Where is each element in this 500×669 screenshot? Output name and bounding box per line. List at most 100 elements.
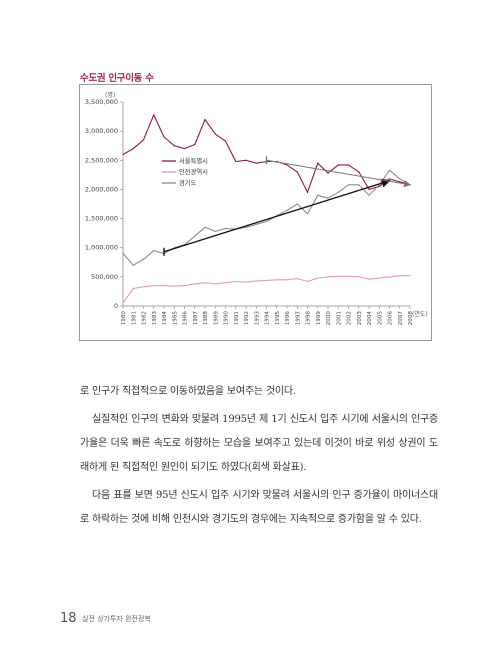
data-point xyxy=(265,220,268,223)
y-tick-label: 2,500,000 xyxy=(85,156,118,164)
data-point xyxy=(358,184,360,186)
data-point xyxy=(388,276,391,278)
data-point xyxy=(194,283,196,285)
data-point xyxy=(399,181,401,183)
data-point xyxy=(122,153,124,156)
data-point xyxy=(245,159,247,161)
data-point xyxy=(153,114,155,116)
trend-arrow xyxy=(266,159,411,188)
data-point xyxy=(194,235,196,237)
data-point xyxy=(378,277,380,279)
data-point xyxy=(368,194,370,196)
x-tick-label: 1992 xyxy=(244,311,250,325)
page-number: 18 xyxy=(60,611,77,626)
data-point xyxy=(399,178,401,180)
data-point xyxy=(183,148,186,150)
x-tick-label: 1980 xyxy=(121,311,127,326)
data-point xyxy=(245,281,247,283)
body-text: 로 인구가 직접적으로 이동하였음을 보여주는 것이다. 실질적인 인구의 변화… xyxy=(80,380,438,532)
y-tick-label: 1,000,000 xyxy=(85,244,118,252)
data-point xyxy=(142,258,145,260)
y-tick-label: 1,500,000 xyxy=(85,215,118,223)
data-point xyxy=(224,282,227,284)
data-point xyxy=(214,230,216,232)
data-point xyxy=(265,279,268,281)
x-tick-label: 1996 xyxy=(285,311,291,326)
data-point xyxy=(286,279,288,281)
data-point xyxy=(132,264,134,266)
trend-arrow xyxy=(163,178,391,253)
data-point xyxy=(163,136,165,138)
data-point xyxy=(153,250,155,252)
data-point xyxy=(204,282,206,284)
x-tick-label: 2000 xyxy=(326,311,332,326)
data-point xyxy=(409,275,411,277)
x-tick-label: 1989 xyxy=(213,311,219,326)
data-point xyxy=(337,275,339,277)
data-point xyxy=(142,139,145,141)
data-point xyxy=(368,188,370,191)
x-tick-label: 1983 xyxy=(152,311,158,326)
y-axis-unit: (명) xyxy=(105,91,115,99)
data-point xyxy=(306,280,309,283)
y-tick-label: 500,000 xyxy=(91,273,118,281)
data-point xyxy=(235,280,237,283)
data-point xyxy=(255,223,257,225)
data-point xyxy=(245,226,247,228)
x-tick-label: 1988 xyxy=(203,311,209,326)
y-tick-label: 2,000,000 xyxy=(85,185,118,193)
x-tick-label: 2001 xyxy=(336,311,342,326)
data-point xyxy=(358,276,360,278)
y-tick-label: 0 xyxy=(114,302,118,310)
y-tick-label: 3,500,000 xyxy=(85,98,118,106)
x-tick-label: 1999 xyxy=(316,311,322,326)
x-tick-label: 1982 xyxy=(142,311,148,325)
paragraph-1: 로 인구가 직접적으로 이동하였음을 보여주는 것이다. xyxy=(80,386,296,397)
data-point xyxy=(122,252,124,255)
data-point xyxy=(327,172,329,174)
x-tick-label: 1994 xyxy=(265,311,271,326)
data-point xyxy=(286,164,288,166)
legend-label: 서울특별시 xyxy=(179,156,208,165)
x-tick-label: 1990 xyxy=(224,311,230,326)
data-point xyxy=(276,279,278,281)
paragraph-3: 다음 표를 보면 95년 신도시 입주 시기와 맞물려 서울시의 인구 증가율이… xyxy=(80,490,438,525)
legend-label: 경기도 xyxy=(179,178,197,187)
data-point xyxy=(173,145,175,147)
data-point xyxy=(214,283,216,285)
data-point xyxy=(347,275,350,277)
x-tick-label: 1998 xyxy=(306,311,312,326)
x-tick-label: 1987 xyxy=(193,311,199,326)
data-point xyxy=(306,191,309,193)
data-point xyxy=(224,227,227,230)
data-point xyxy=(214,133,216,135)
data-point xyxy=(399,275,401,277)
data-point xyxy=(255,162,257,164)
data-point xyxy=(337,164,339,166)
x-tick-label: 1986 xyxy=(183,311,189,326)
data-point xyxy=(327,197,329,199)
data-point xyxy=(347,164,350,166)
legend-label: 인천광역시 xyxy=(179,167,208,176)
series-line xyxy=(122,114,411,193)
data-point xyxy=(224,140,227,142)
data-point xyxy=(194,143,196,146)
data-point xyxy=(296,278,298,280)
book-title: 실전 상가투자 완전정복 xyxy=(82,615,151,623)
data-point xyxy=(296,203,298,205)
x-tick-label: 2004 xyxy=(367,311,373,326)
data-point xyxy=(378,185,380,188)
x-tick-label: 1991 xyxy=(234,311,240,326)
x-tick-label: 1995 xyxy=(275,311,281,326)
data-point xyxy=(317,277,319,279)
data-point xyxy=(337,191,339,193)
data-point xyxy=(255,280,257,282)
data-point xyxy=(132,148,134,150)
data-point xyxy=(306,213,309,215)
data-point xyxy=(286,209,288,212)
data-point xyxy=(235,160,237,163)
x-tick-label: 1984 xyxy=(162,311,168,326)
y-tick-label: 3,000,000 xyxy=(85,127,118,135)
chart-frame xyxy=(79,84,432,341)
data-point xyxy=(204,118,206,121)
